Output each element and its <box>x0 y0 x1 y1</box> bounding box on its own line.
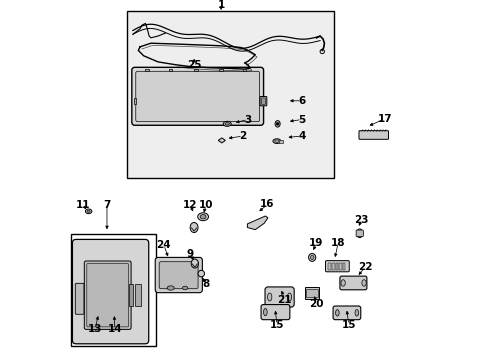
Bar <box>127 11 334 178</box>
Bar <box>219 69 223 71</box>
Text: 23: 23 <box>353 215 368 225</box>
Text: 22: 22 <box>357 262 371 272</box>
Bar <box>134 284 141 306</box>
Bar <box>331 263 334 270</box>
Text: 10: 10 <box>198 200 213 210</box>
Bar <box>133 98 136 104</box>
FancyBboxPatch shape <box>87 264 128 327</box>
Bar <box>71 234 155 346</box>
Text: 18: 18 <box>330 238 345 248</box>
Text: 24: 24 <box>156 240 171 250</box>
Ellipse shape <box>340 280 345 286</box>
Bar <box>168 69 172 71</box>
Ellipse shape <box>223 121 231 126</box>
Text: 12: 12 <box>183 200 197 210</box>
Bar <box>335 263 337 270</box>
Ellipse shape <box>272 139 280 143</box>
Bar <box>194 69 197 71</box>
Ellipse shape <box>275 121 280 127</box>
FancyBboxPatch shape <box>261 305 289 320</box>
Polygon shape <box>218 138 225 143</box>
Ellipse shape <box>190 222 198 233</box>
Ellipse shape <box>182 286 187 290</box>
Bar <box>145 69 149 71</box>
Ellipse shape <box>287 293 291 301</box>
Ellipse shape <box>197 213 208 221</box>
Ellipse shape <box>85 209 92 214</box>
Ellipse shape <box>87 210 90 212</box>
Polygon shape <box>247 216 267 230</box>
Text: 13: 13 <box>88 324 102 334</box>
Bar <box>305 287 319 299</box>
Ellipse shape <box>361 280 366 286</box>
Text: 21: 21 <box>277 294 291 305</box>
Ellipse shape <box>200 215 205 219</box>
Text: 15: 15 <box>269 320 284 330</box>
Text: 25: 25 <box>186 60 201 70</box>
Ellipse shape <box>198 270 204 277</box>
Bar <box>129 284 133 306</box>
Text: 16: 16 <box>260 199 274 210</box>
Text: 11: 11 <box>76 200 90 210</box>
FancyBboxPatch shape <box>155 257 202 293</box>
FancyBboxPatch shape <box>264 287 294 307</box>
Ellipse shape <box>310 255 313 260</box>
Ellipse shape <box>167 286 174 290</box>
FancyBboxPatch shape <box>358 131 387 139</box>
Text: 7: 7 <box>103 200 110 210</box>
Bar <box>242 69 246 71</box>
Ellipse shape <box>267 293 271 301</box>
Text: 3: 3 <box>244 114 251 125</box>
FancyBboxPatch shape <box>75 283 84 314</box>
Text: 14: 14 <box>107 324 122 334</box>
Bar <box>339 263 341 270</box>
Text: 20: 20 <box>308 299 323 309</box>
Bar <box>328 263 330 270</box>
Bar <box>306 289 317 297</box>
FancyBboxPatch shape <box>325 261 348 272</box>
Text: 5: 5 <box>298 114 305 125</box>
Ellipse shape <box>354 310 358 316</box>
FancyBboxPatch shape <box>72 239 148 344</box>
Bar <box>342 263 345 270</box>
Text: 19: 19 <box>309 238 323 248</box>
Ellipse shape <box>191 259 198 268</box>
FancyBboxPatch shape <box>261 98 265 104</box>
FancyBboxPatch shape <box>355 230 363 237</box>
FancyBboxPatch shape <box>159 262 198 289</box>
FancyBboxPatch shape <box>136 71 259 122</box>
Text: 17: 17 <box>377 114 391 124</box>
Text: 2: 2 <box>239 131 246 141</box>
Ellipse shape <box>308 253 315 261</box>
FancyBboxPatch shape <box>260 96 266 106</box>
Text: 4: 4 <box>298 131 305 141</box>
Ellipse shape <box>335 310 339 316</box>
FancyBboxPatch shape <box>132 67 263 125</box>
Ellipse shape <box>356 229 362 238</box>
Ellipse shape <box>263 309 266 316</box>
Text: 9: 9 <box>186 249 194 259</box>
Circle shape <box>276 122 279 125</box>
Ellipse shape <box>224 122 229 125</box>
FancyBboxPatch shape <box>339 276 366 290</box>
Ellipse shape <box>274 140 279 142</box>
Text: 8: 8 <box>202 279 209 289</box>
Bar <box>279 140 283 143</box>
Text: 1: 1 <box>217 0 224 10</box>
Text: 15: 15 <box>341 320 355 330</box>
FancyBboxPatch shape <box>332 306 360 320</box>
Text: 6: 6 <box>298 96 305 106</box>
FancyBboxPatch shape <box>84 261 131 329</box>
